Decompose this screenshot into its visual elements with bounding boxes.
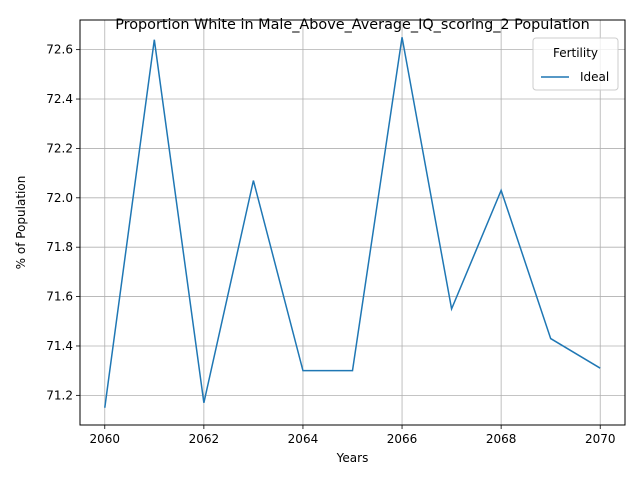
x-tick-label: 2062: [189, 432, 220, 446]
x-axis: 2060 2062 2064 2066 2068 2070: [89, 425, 616, 446]
y-tick-label: 71.6: [46, 290, 73, 304]
plot-area-frame: [79, 19, 626, 426]
y-tick-label: 72.2: [46, 141, 73, 155]
x-tick-label: 2064: [288, 432, 319, 446]
y-axis-title: % of Population: [14, 176, 28, 270]
y-axis: 71.2 71.4 71.6 71.8 72.0 72.2 72.4 72.6: [46, 43, 80, 402]
y-tick-label: 71.8: [46, 240, 73, 254]
grid-lines: [80, 20, 625, 425]
x-axis-title: Years: [336, 451, 369, 465]
legend: Fertility Ideal: [532, 37, 619, 91]
y-tick-label: 72.0: [46, 191, 73, 205]
legend-title: Fertility: [553, 46, 598, 60]
x-tick-label: 2068: [486, 432, 517, 446]
legend-label-ideal: Ideal: [580, 70, 609, 84]
x-tick-label: 2070: [585, 432, 616, 446]
y-tick-label: 71.2: [46, 388, 73, 402]
series-layer: [104, 37, 601, 408]
y-tick-label: 72.6: [46, 43, 73, 57]
x-tick-label: 2060: [89, 432, 120, 446]
y-tick-label: 72.4: [46, 92, 73, 106]
x-tick-label: 2066: [387, 432, 418, 446]
y-tick-label: 71.4: [46, 339, 73, 353]
chart-title: Proportion White in Male_Above_Average_I…: [115, 17, 590, 33]
